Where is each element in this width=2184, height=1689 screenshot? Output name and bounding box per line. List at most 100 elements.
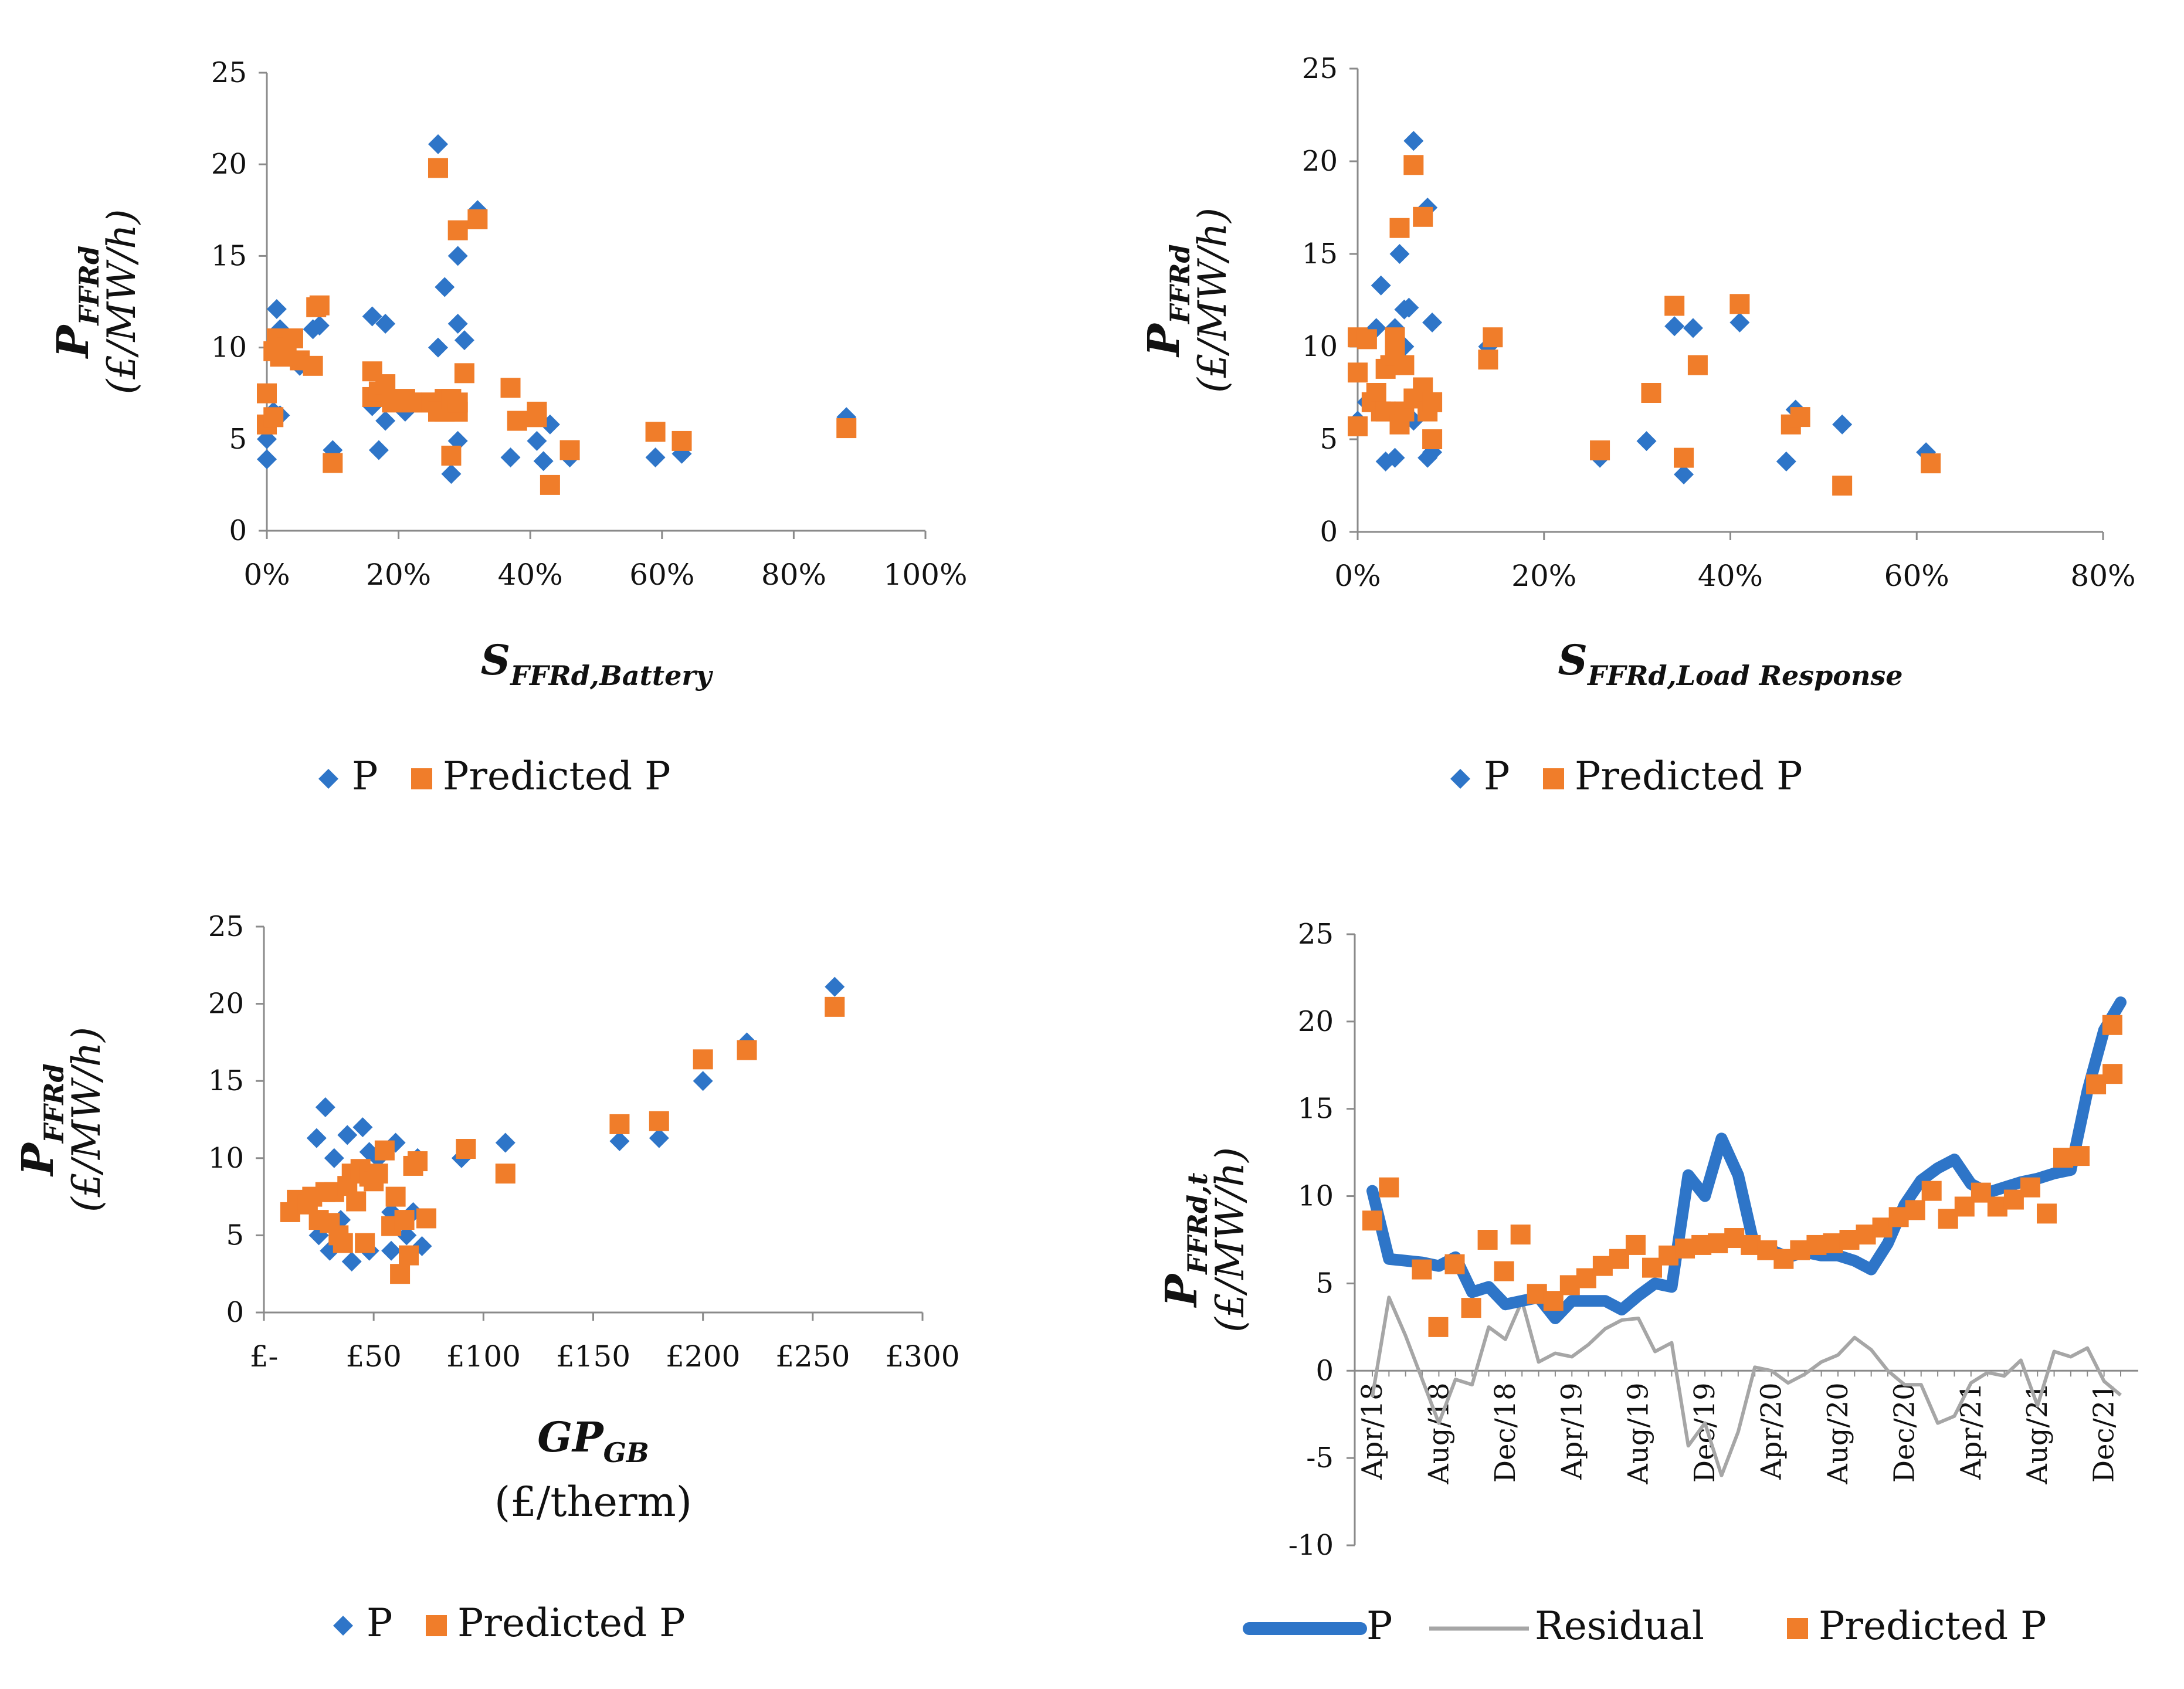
x-tick-label-group: Aug/18 xyxy=(1422,1382,1455,1485)
data-point-predicted xyxy=(385,1186,406,1207)
data-point-predicted xyxy=(1641,383,1661,403)
x-tick-label: 20% xyxy=(1511,559,1576,593)
legend-label: Predicted P xyxy=(443,754,671,799)
data-point-predicted xyxy=(1413,206,1433,227)
data-point-p xyxy=(447,246,468,266)
y-tick-label: 10 xyxy=(1302,330,1338,363)
data-point-predicted xyxy=(2070,1146,2090,1166)
y-tick-label: 15 xyxy=(1298,1093,1334,1125)
data-point-predicted xyxy=(1478,350,1498,370)
data-point-predicted xyxy=(447,220,468,240)
data-point-p xyxy=(315,1097,335,1117)
x-tick-label-group: Apr/21 xyxy=(1955,1382,1988,1480)
legend-square-icon xyxy=(1543,768,1564,789)
data-point-predicted xyxy=(693,1049,713,1070)
x-tick-label: 0% xyxy=(243,558,290,592)
data-point-predicted xyxy=(323,453,343,473)
y-axis-title-group: PFFRd(£/MW/h) xyxy=(13,1027,109,1212)
y-tick-label: -10 xyxy=(1288,1529,1334,1562)
data-point-p xyxy=(375,313,396,334)
y-tick-label: 5 xyxy=(226,1219,244,1252)
y-tick-label: 20 xyxy=(1302,145,1338,178)
data-point-p xyxy=(381,1240,402,1261)
y-tick-label: 5 xyxy=(1315,1267,1334,1300)
data-point-predicted xyxy=(1403,155,1424,175)
data-point-predicted xyxy=(649,1111,669,1131)
data-point-p xyxy=(825,976,845,997)
data-point-predicted xyxy=(1412,1259,1432,1280)
x-tick-label: 20% xyxy=(366,558,431,592)
data-point-p xyxy=(454,330,474,351)
data-point-predicted xyxy=(836,418,857,439)
y-tick-label: 25 xyxy=(1298,918,1334,951)
x-tick-label: Dec/20 xyxy=(1888,1382,1921,1483)
data-point-p xyxy=(1371,275,1391,296)
x-tick-label: Apr/18 xyxy=(1356,1382,1389,1480)
x-tick-label: Aug/21 xyxy=(2021,1382,2054,1485)
data-point-predicted xyxy=(1494,1261,1514,1281)
y-tick-label: 0 xyxy=(226,1296,244,1329)
series-predicted-p xyxy=(1362,1015,2123,1337)
data-point-p xyxy=(306,1128,327,1148)
data-point-p xyxy=(527,430,547,451)
series-predicted-p xyxy=(257,158,857,495)
data-point-predicted xyxy=(456,1139,476,1159)
data-point-p xyxy=(533,451,554,472)
x-axis-title: SFFRd,Load Response xyxy=(1558,636,1902,691)
data-point-predicted xyxy=(375,374,396,395)
data-point-predicted xyxy=(1687,355,1708,375)
data-point-predicted xyxy=(2020,1177,2040,1198)
y-tick-label: 5 xyxy=(1320,423,1338,456)
data-point-p xyxy=(1664,316,1685,337)
y-tick-label: 0 xyxy=(1315,1354,1334,1387)
legend-label: P xyxy=(367,1600,392,1646)
data-point-p xyxy=(693,1071,713,1091)
x-tick-label-group: Dec/18 xyxy=(1489,1382,1522,1483)
data-point-predicted xyxy=(1362,1210,1382,1231)
data-point-p xyxy=(352,1117,373,1138)
data-point-predicted xyxy=(1379,1177,1399,1198)
data-point-p xyxy=(428,134,448,154)
data-point-p xyxy=(368,440,389,460)
x-tick-label: Dec/19 xyxy=(1688,1382,1721,1483)
x-axis-title: GPGB xyxy=(537,1413,649,1468)
data-point-predicted xyxy=(1389,218,1410,238)
y-tick-label: 15 xyxy=(211,239,247,272)
y-axis-title-group: PFFRd(£/MW/h) xyxy=(48,209,144,395)
legend-label: Predicted P xyxy=(1575,754,1803,799)
data-point-predicted xyxy=(416,1208,437,1229)
data-point-p xyxy=(1776,451,1796,472)
x-tick-label-group: Aug/20 xyxy=(1822,1382,1854,1485)
data-point-predicted xyxy=(507,411,527,431)
x-tick-label-group: Aug/21 xyxy=(2021,1382,2054,1485)
legend-label: P xyxy=(1484,754,1510,799)
legend-label: P xyxy=(352,754,378,799)
data-point-predicted xyxy=(454,363,474,384)
legend-diamond-icon xyxy=(333,1616,353,1636)
y-tick-label: 10 xyxy=(1298,1180,1334,1213)
data-point-predicted xyxy=(1356,329,1377,350)
x-tick-label: 0% xyxy=(1334,559,1381,593)
x-tick-label-group: Dec/21 xyxy=(2088,1382,2121,1483)
data-point-predicted xyxy=(495,1164,516,1184)
x-tick-label: 60% xyxy=(1884,559,1949,593)
data-point-predicted xyxy=(1590,440,1610,460)
x-axis-unit: (£/therm) xyxy=(494,1478,692,1526)
x-tick-label: Apr/21 xyxy=(1955,1382,1988,1480)
x-tick-label: 80% xyxy=(761,558,826,592)
x-tick-label: £100 xyxy=(446,1339,521,1373)
data-point-predicted xyxy=(467,209,488,229)
data-point-predicted xyxy=(737,1040,757,1060)
x-tick-label: £- xyxy=(250,1339,279,1373)
residual-line xyxy=(1371,1295,2122,1477)
y-tick-label: -5 xyxy=(1306,1442,1334,1474)
data-point-predicted xyxy=(399,1245,419,1266)
y-tick-label: 20 xyxy=(1298,1005,1334,1038)
data-point-p xyxy=(1399,297,1419,318)
x-tick-label: £150 xyxy=(556,1339,630,1373)
y-tick-label: 25 xyxy=(211,56,247,89)
data-point-predicted xyxy=(1348,362,1368,383)
data-point-predicted xyxy=(672,430,692,451)
data-point-predicted xyxy=(309,295,330,316)
data-point-predicted xyxy=(1832,476,1853,496)
